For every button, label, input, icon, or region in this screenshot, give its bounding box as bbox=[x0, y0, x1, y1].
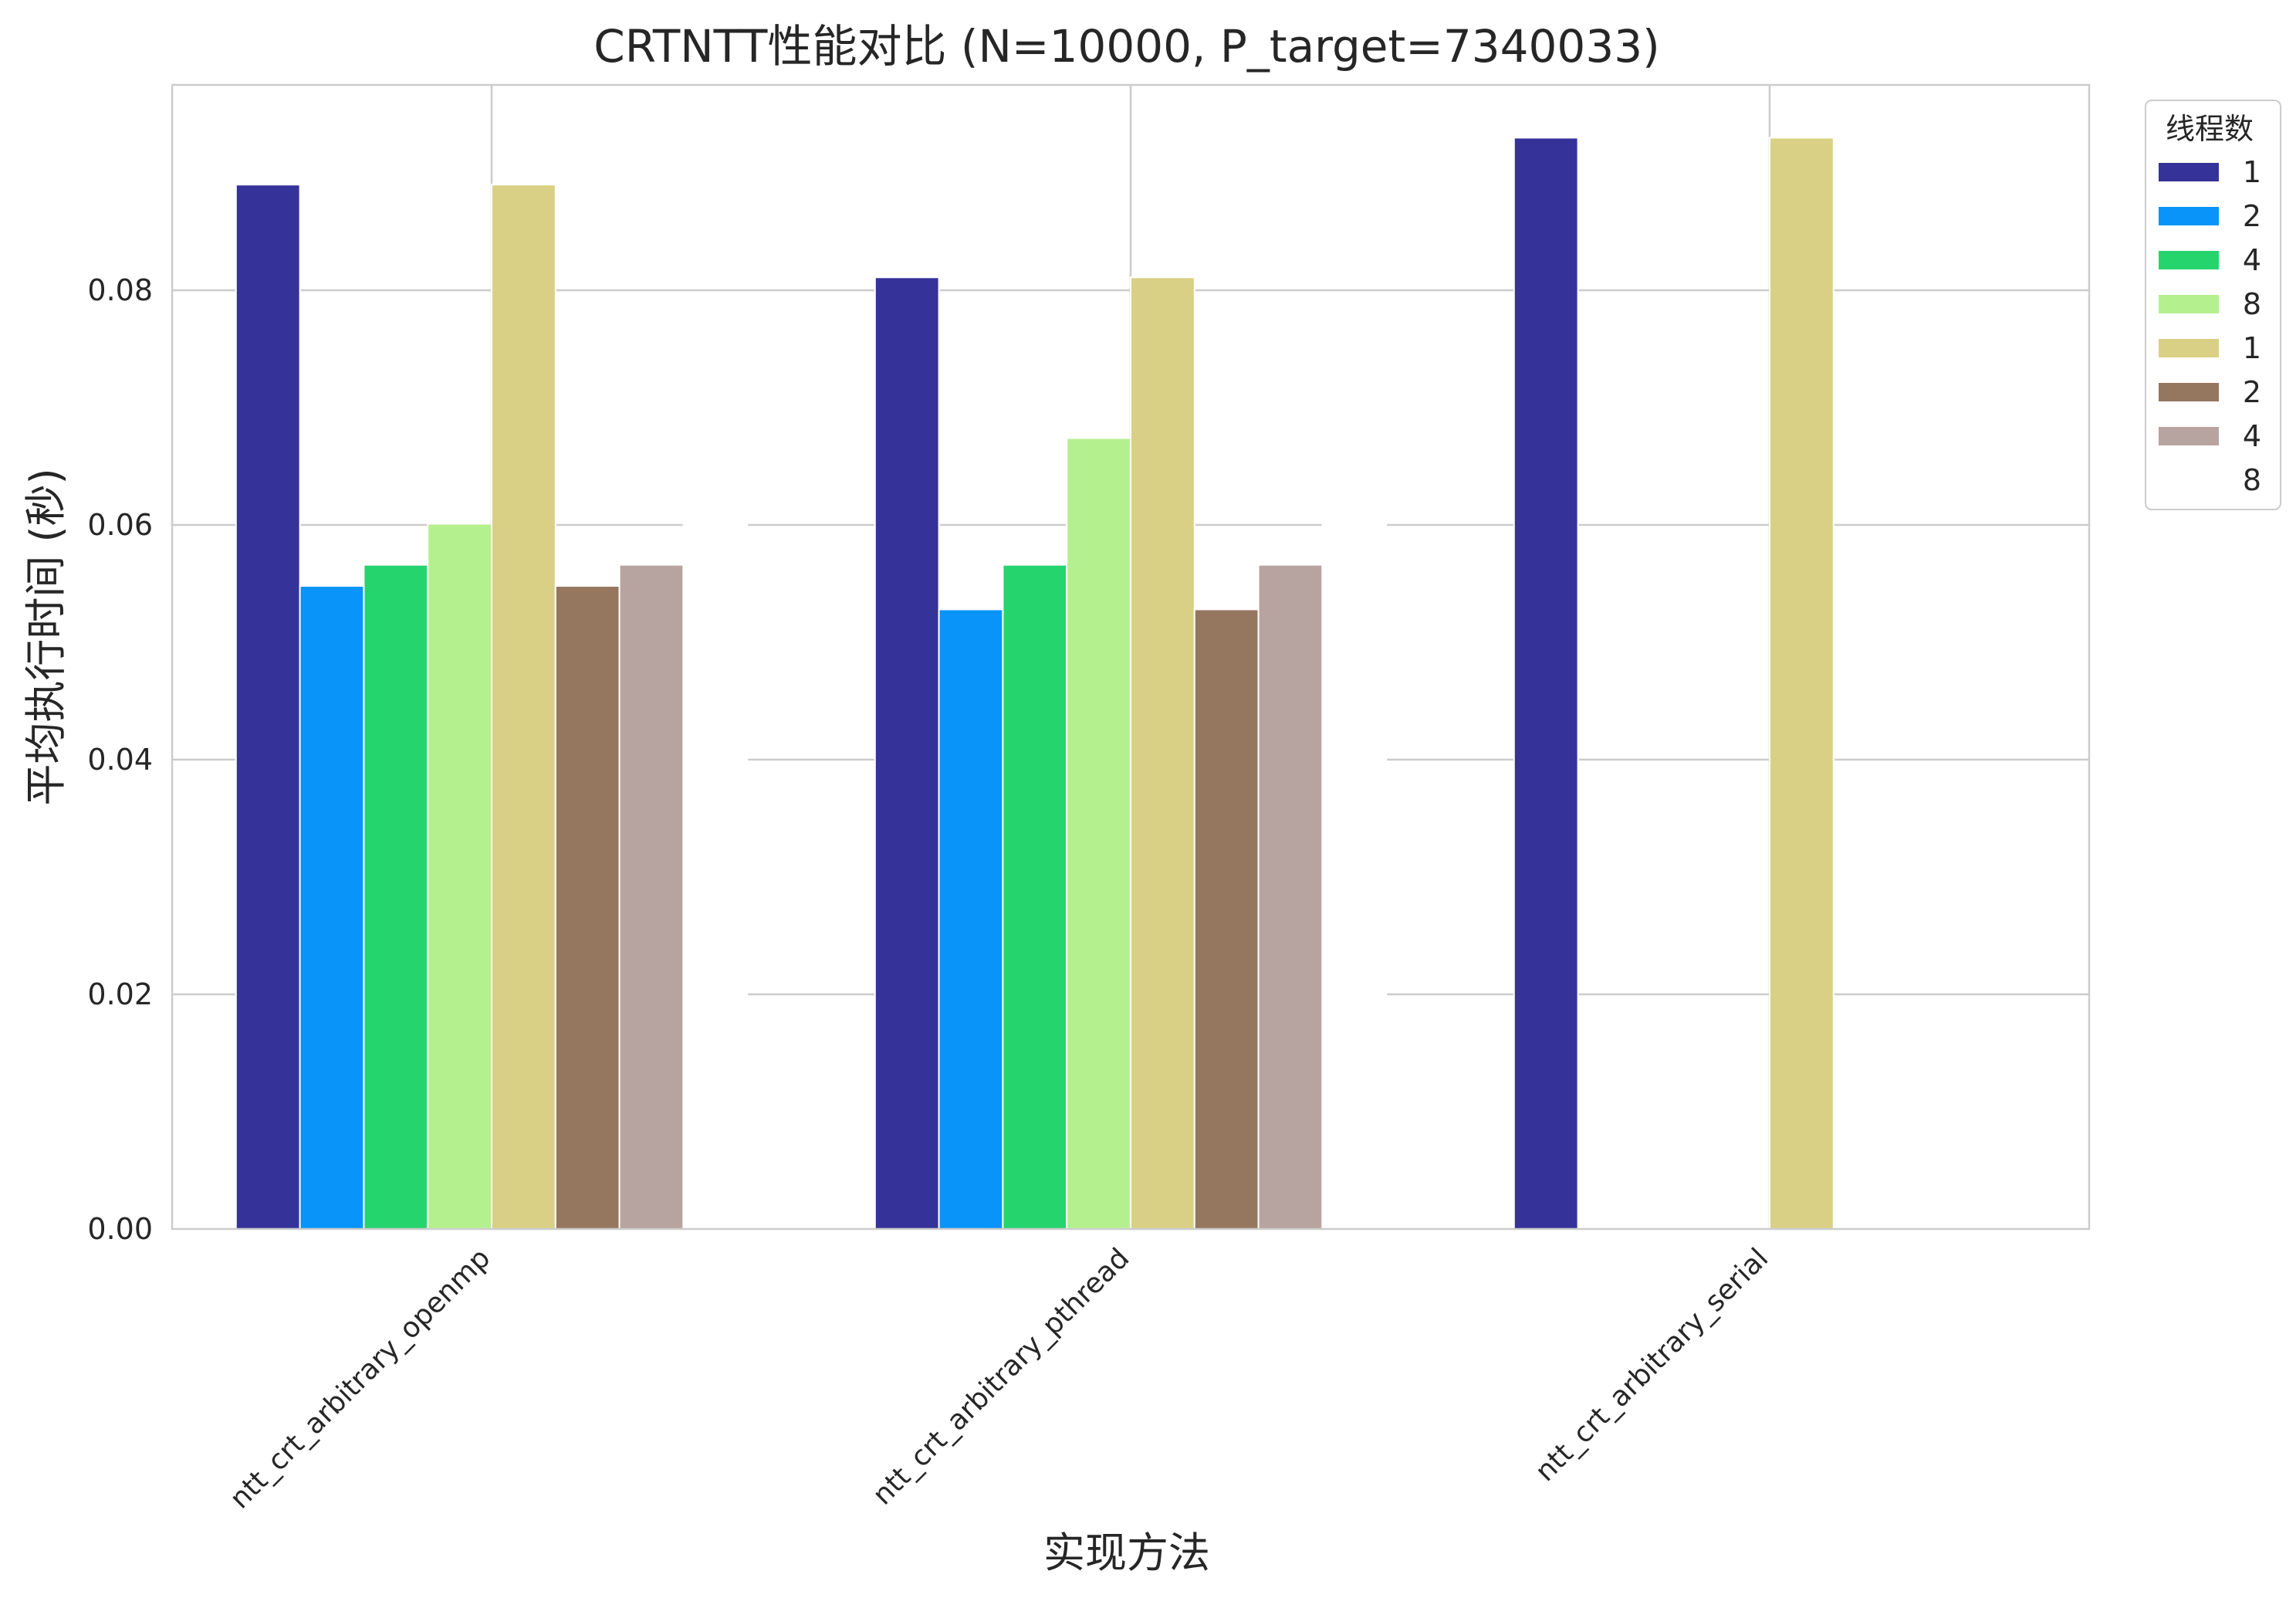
bar bbox=[618, 564, 685, 1230]
y-tick-label: 0.08 bbox=[87, 273, 153, 307]
y-tick-label: 0.06 bbox=[87, 508, 153, 542]
legend-label: 4 bbox=[2243, 419, 2261, 453]
x-axis-label: 实现方法 bbox=[1043, 1529, 1210, 1577]
x-axis-ticks: ntt_crt_arbitrary_openmp ntt_crt_arbitrar… bbox=[224, 1242, 1774, 1515]
legend-swatch bbox=[2159, 163, 2219, 181]
bar bbox=[235, 184, 301, 1231]
chart-title: CRTNTT性能对比 (N=10000, P_target=7340033) bbox=[593, 20, 1660, 73]
bar bbox=[1130, 276, 1195, 1230]
plot-frame bbox=[171, 83, 2091, 1231]
bar bbox=[1002, 564, 1068, 1230]
legend-label: 8 bbox=[2243, 287, 2261, 321]
legend-label: 2 bbox=[2243, 375, 2261, 409]
bar bbox=[363, 564, 429, 1230]
bar bbox=[1066, 437, 1131, 1230]
y-axis-ticks: 0.00 0.02 0.04 0.06 0.08 bbox=[87, 273, 153, 1246]
bar bbox=[1513, 137, 1579, 1230]
bars bbox=[235, 137, 1834, 1231]
legend-swatch bbox=[2159, 295, 2219, 313]
y-tick-label: 0.02 bbox=[87, 977, 153, 1011]
x-tick-label: ntt_crt_arbitrary_serial bbox=[1530, 1242, 1775, 1488]
bar bbox=[1321, 437, 1388, 1230]
legend-swatch bbox=[2159, 383, 2219, 401]
bar bbox=[427, 523, 493, 1230]
legend-label: 1 bbox=[2243, 331, 2261, 365]
legend-label: 2 bbox=[2243, 199, 2261, 233]
bar bbox=[1257, 564, 1324, 1230]
bar bbox=[1193, 608, 1260, 1230]
bar bbox=[491, 184, 556, 1231]
legend-label: 1 bbox=[2243, 155, 2261, 189]
y-tick-label: 0.00 bbox=[87, 1212, 153, 1246]
bar bbox=[299, 585, 365, 1230]
legend-swatch bbox=[2159, 251, 2219, 269]
legend-swatch bbox=[2159, 207, 2219, 225]
bar bbox=[874, 276, 940, 1230]
bar bbox=[1769, 137, 1834, 1230]
bar bbox=[554, 585, 620, 1230]
legend-label: 8 bbox=[2243, 463, 2261, 497]
bar bbox=[938, 608, 1004, 1230]
legend-swatch bbox=[2159, 427, 2219, 445]
bar bbox=[682, 523, 749, 1230]
x-tick-label: ntt_crt_arbitrary_pthread bbox=[867, 1242, 1135, 1511]
legend-label: 4 bbox=[2243, 243, 2261, 277]
legend-swatch bbox=[2159, 339, 2219, 357]
y-axis-label: 平均执行时间 (秒) bbox=[22, 468, 70, 805]
legend-swatch bbox=[2159, 471, 2219, 489]
y-tick-label: 0.04 bbox=[87, 743, 153, 777]
x-tick-label: ntt_crt_arbitrary_openmp bbox=[224, 1242, 496, 1515]
legend-title: 线程数 bbox=[2166, 112, 2254, 146]
